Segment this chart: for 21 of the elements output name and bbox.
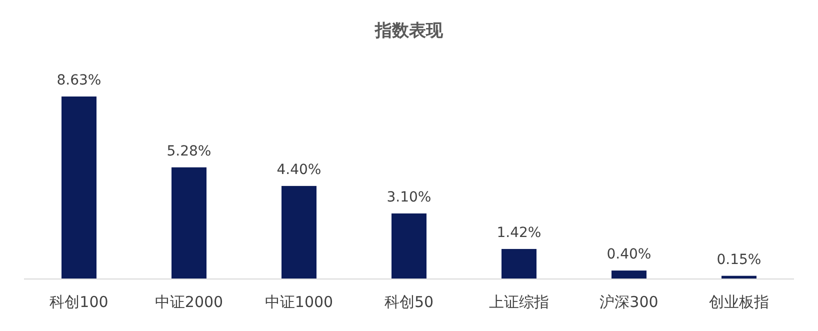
bar [502,248,536,279]
x-tick-label: 创业板指 [709,293,769,311]
data-label: 3.10% [386,189,432,206]
bar [172,167,206,279]
bar [62,96,96,279]
x-tick-label: 中证1000 [264,293,334,311]
x-tick-label: 科创100 [50,293,108,311]
bar [392,213,426,279]
data-label: 8.63% [56,72,102,88]
data-label: 1.42% [496,224,542,241]
data-label: 5.28% [166,143,212,160]
bar [282,186,316,279]
x-tick-label: 科创50 [384,293,434,311]
x-tick-label: 中证2000 [154,293,224,311]
chart-title: 指数表现 [374,21,444,41]
data-label: 0.40% [606,246,652,263]
x-tick-label: 上证综指 [489,293,549,311]
data-label: 4.40% [276,162,322,178]
bar [612,270,646,279]
x-tick-label: 沪深300 [600,293,658,311]
data-label: 0.15% [716,252,762,268]
